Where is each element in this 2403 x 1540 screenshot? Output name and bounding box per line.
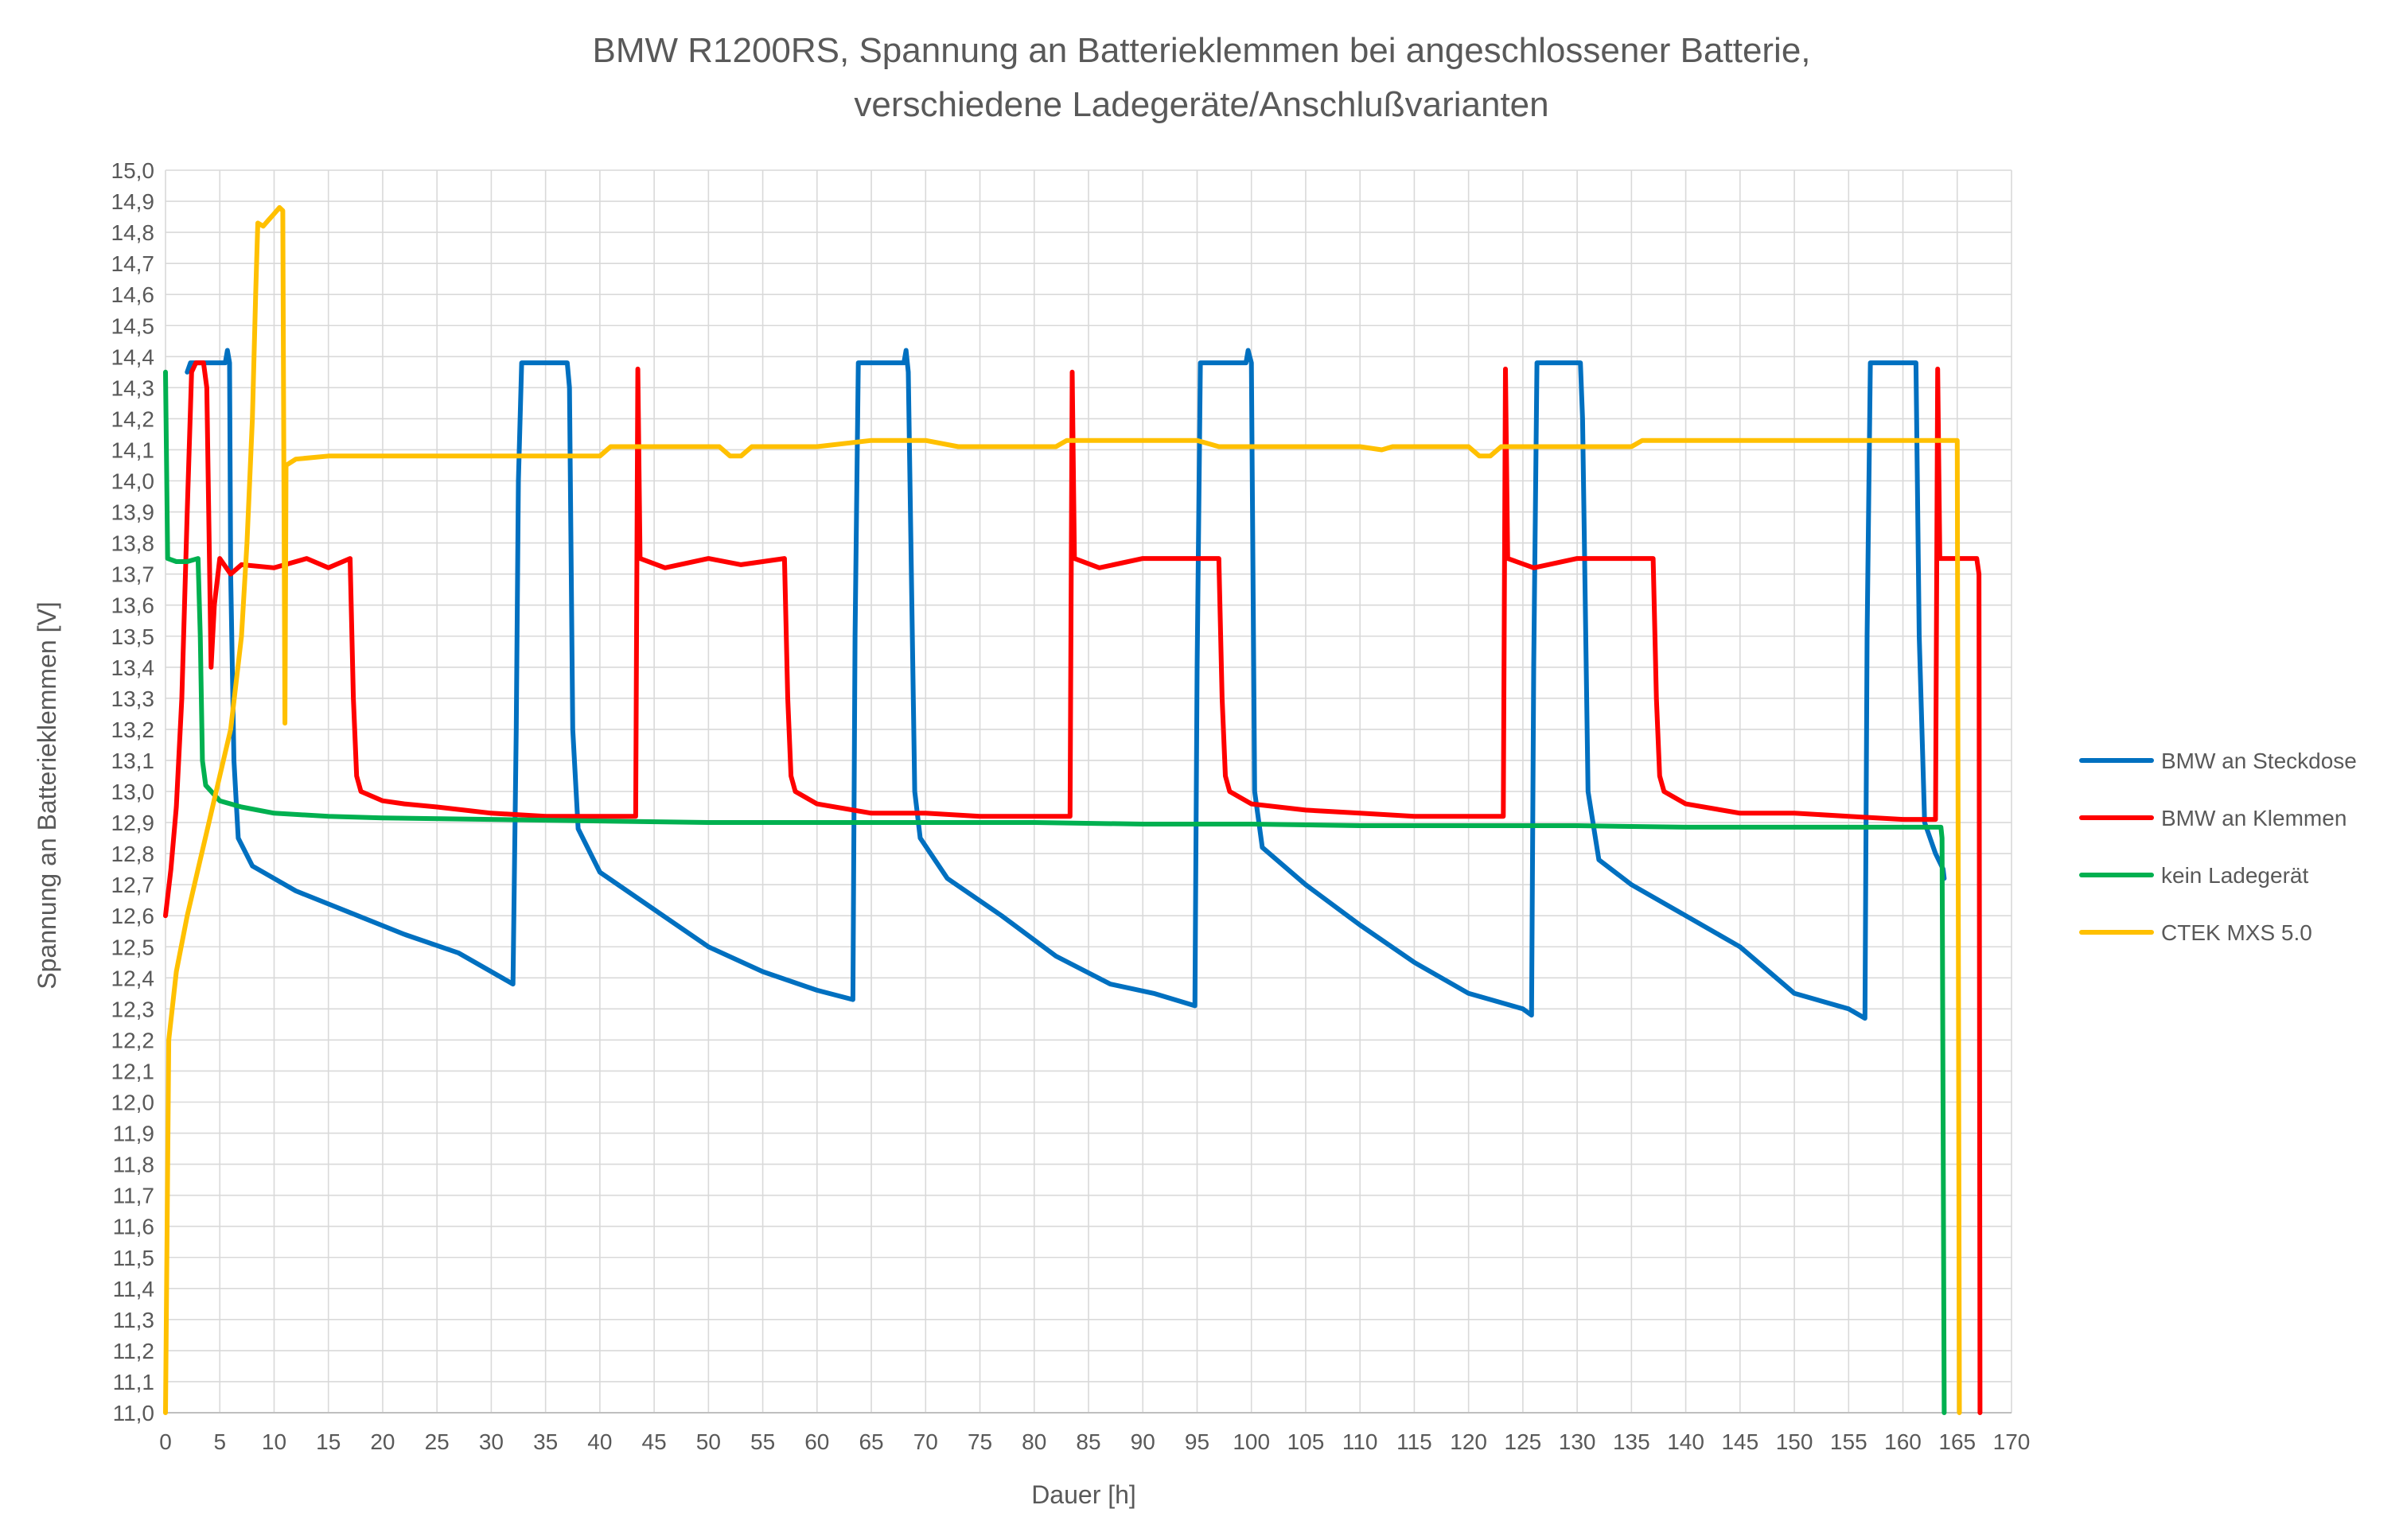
- chart-title: BMW R1200RS, Spannung an Batterieklemmen…: [592, 31, 1810, 124]
- y-tick-label: 13,5: [111, 624, 155, 649]
- x-tick-label: 110: [1342, 1429, 1378, 1454]
- y-tick-label: 11,6: [113, 1215, 154, 1239]
- x-tick-label: 170: [1993, 1429, 2031, 1454]
- series-line-4: [163, 204, 1962, 1415]
- y-tick-label: 11,2: [113, 1339, 154, 1363]
- x-tick-label: 30: [479, 1429, 504, 1454]
- x-tick-label: 60: [804, 1429, 829, 1454]
- x-tick-label: 120: [1450, 1429, 1487, 1454]
- x-tick-label: 90: [1131, 1429, 1155, 1454]
- x-tick-label: 50: [696, 1429, 721, 1454]
- y-tick-label: 11,5: [113, 1246, 154, 1270]
- legend-label: CTEK MXS 5.0: [2161, 920, 2312, 945]
- x-tick-label: 125: [1505, 1429, 1542, 1454]
- y-tick-label: 12,6: [111, 904, 155, 928]
- x-tick-label: 45: [642, 1429, 667, 1454]
- y-tick-label: 14,2: [111, 406, 155, 431]
- x-tick-label: 155: [1830, 1429, 1867, 1454]
- y-tick-label: 14,3: [111, 375, 155, 400]
- x-tick-label: 75: [968, 1429, 992, 1454]
- series-line-2: [163, 360, 1983, 1415]
- y-tick-label: 11,7: [113, 1184, 154, 1208]
- x-tick-label: 10: [262, 1429, 286, 1454]
- series-line-3: [163, 369, 1947, 1415]
- y-tick-label: 12,0: [111, 1091, 155, 1115]
- y-tick-label: 12,2: [111, 1028, 155, 1052]
- x-tick-label: 100: [1233, 1429, 1270, 1454]
- x-tick-label: 25: [425, 1429, 450, 1454]
- y-tick-label: 11,1: [113, 1370, 154, 1394]
- y-tick-label: 13,7: [111, 562, 155, 587]
- chart-title-line-1: BMW R1200RS, Spannung an Batterieklemmen…: [592, 31, 1810, 70]
- x-tick-label: 115: [1396, 1429, 1432, 1454]
- grid: [165, 169, 2012, 1414]
- x-tick-label: 85: [1076, 1429, 1100, 1454]
- series-lines: [163, 204, 1983, 1415]
- y-tick-label: 11,8: [113, 1153, 154, 1177]
- x-tick-label: 35: [533, 1429, 558, 1454]
- legend: BMW an Steckdose BMW an Klemmen kein Ladeg…: [2079, 749, 2357, 945]
- y-tick-label: 13,6: [111, 593, 155, 618]
- y-tick-label: 14,1: [111, 438, 155, 462]
- x-tick-label: 15: [316, 1429, 341, 1454]
- y-tick-label: 11,9: [113, 1122, 154, 1146]
- y-tick-label: 12,5: [111, 935, 155, 959]
- y-tick-label: 14,9: [111, 189, 155, 214]
- x-tick-label: 5: [213, 1429, 226, 1454]
- x-tick-label: 20: [370, 1429, 395, 1454]
- y-axis-title: Spannung an Batterieklemmen [V]: [33, 601, 61, 989]
- y-tick-label: 13,4: [111, 655, 155, 680]
- series-line-1: [185, 348, 1947, 1021]
- y-tick-label: 13,8: [111, 531, 155, 556]
- y-tick-label: 13,9: [111, 500, 155, 525]
- y-tick-label: 14,4: [111, 344, 155, 369]
- x-tick-label: 70: [913, 1429, 938, 1454]
- x-tick-label: 145: [1721, 1429, 1758, 1454]
- x-tick-label: 160: [1884, 1429, 1922, 1454]
- x-tick-label: 40: [587, 1429, 612, 1454]
- legend-label: BMW an Klemmen: [2161, 806, 2347, 830]
- y-tick-label: 11,3: [113, 1308, 154, 1332]
- y-tick-label: 11,4: [113, 1277, 154, 1301]
- y-tick-label: 14,7: [111, 251, 155, 276]
- y-tick-label: 13,2: [111, 718, 155, 742]
- y-tick-label: 13,0: [111, 780, 155, 804]
- y-tick-label: 14,6: [111, 282, 155, 307]
- y-tick-label: 14,0: [111, 469, 155, 494]
- x-tick-label: 165: [1938, 1429, 1976, 1454]
- x-tick-label: 65: [859, 1429, 883, 1454]
- x-tick-label: 105: [1287, 1429, 1325, 1454]
- y-tick-label: 12,1: [111, 1059, 155, 1083]
- x-tick-label: 140: [1667, 1429, 1704, 1454]
- x-tick-label: 80: [1022, 1429, 1046, 1454]
- axes: 11,0 11,1 11,2 11,3 11,4 11,5 11,6 11,7 11,8 11,9…: [111, 158, 2031, 1454]
- x-tick-label: 0: [159, 1429, 172, 1454]
- x-tick-label: 55: [750, 1429, 775, 1454]
- y-tick-label: 15,0: [111, 158, 155, 183]
- y-tick-label: 12,9: [111, 811, 155, 835]
- x-axis-title: Dauer [h]: [1031, 1480, 1136, 1509]
- chart-title-line-2: verschiedene Ladegeräte/Anschlußvariante…: [854, 85, 1548, 124]
- y-tick-label: 12,8: [111, 842, 155, 866]
- legend-label: BMW an Steckdose: [2161, 749, 2357, 773]
- x-tick-label: 135: [1613, 1429, 1650, 1454]
- y-tick-label: 14,8: [111, 220, 155, 245]
- y-tick-label: 11,0: [113, 1401, 154, 1425]
- y-tick-label: 12,4: [111, 966, 155, 990]
- legend-label: kein Ladegerät: [2161, 863, 2308, 888]
- y-tick-label: 12,7: [111, 873, 155, 897]
- y-tick-label: 13,1: [111, 749, 155, 773]
- y-tick-label: 13,3: [111, 686, 155, 711]
- x-tick-label: 150: [1776, 1429, 1813, 1454]
- y-tick-label: 12,3: [111, 997, 155, 1021]
- y-tick-label: 14,5: [111, 313, 155, 338]
- x-tick-label: 130: [1559, 1429, 1596, 1454]
- x-tick-label: 95: [1185, 1429, 1209, 1454]
